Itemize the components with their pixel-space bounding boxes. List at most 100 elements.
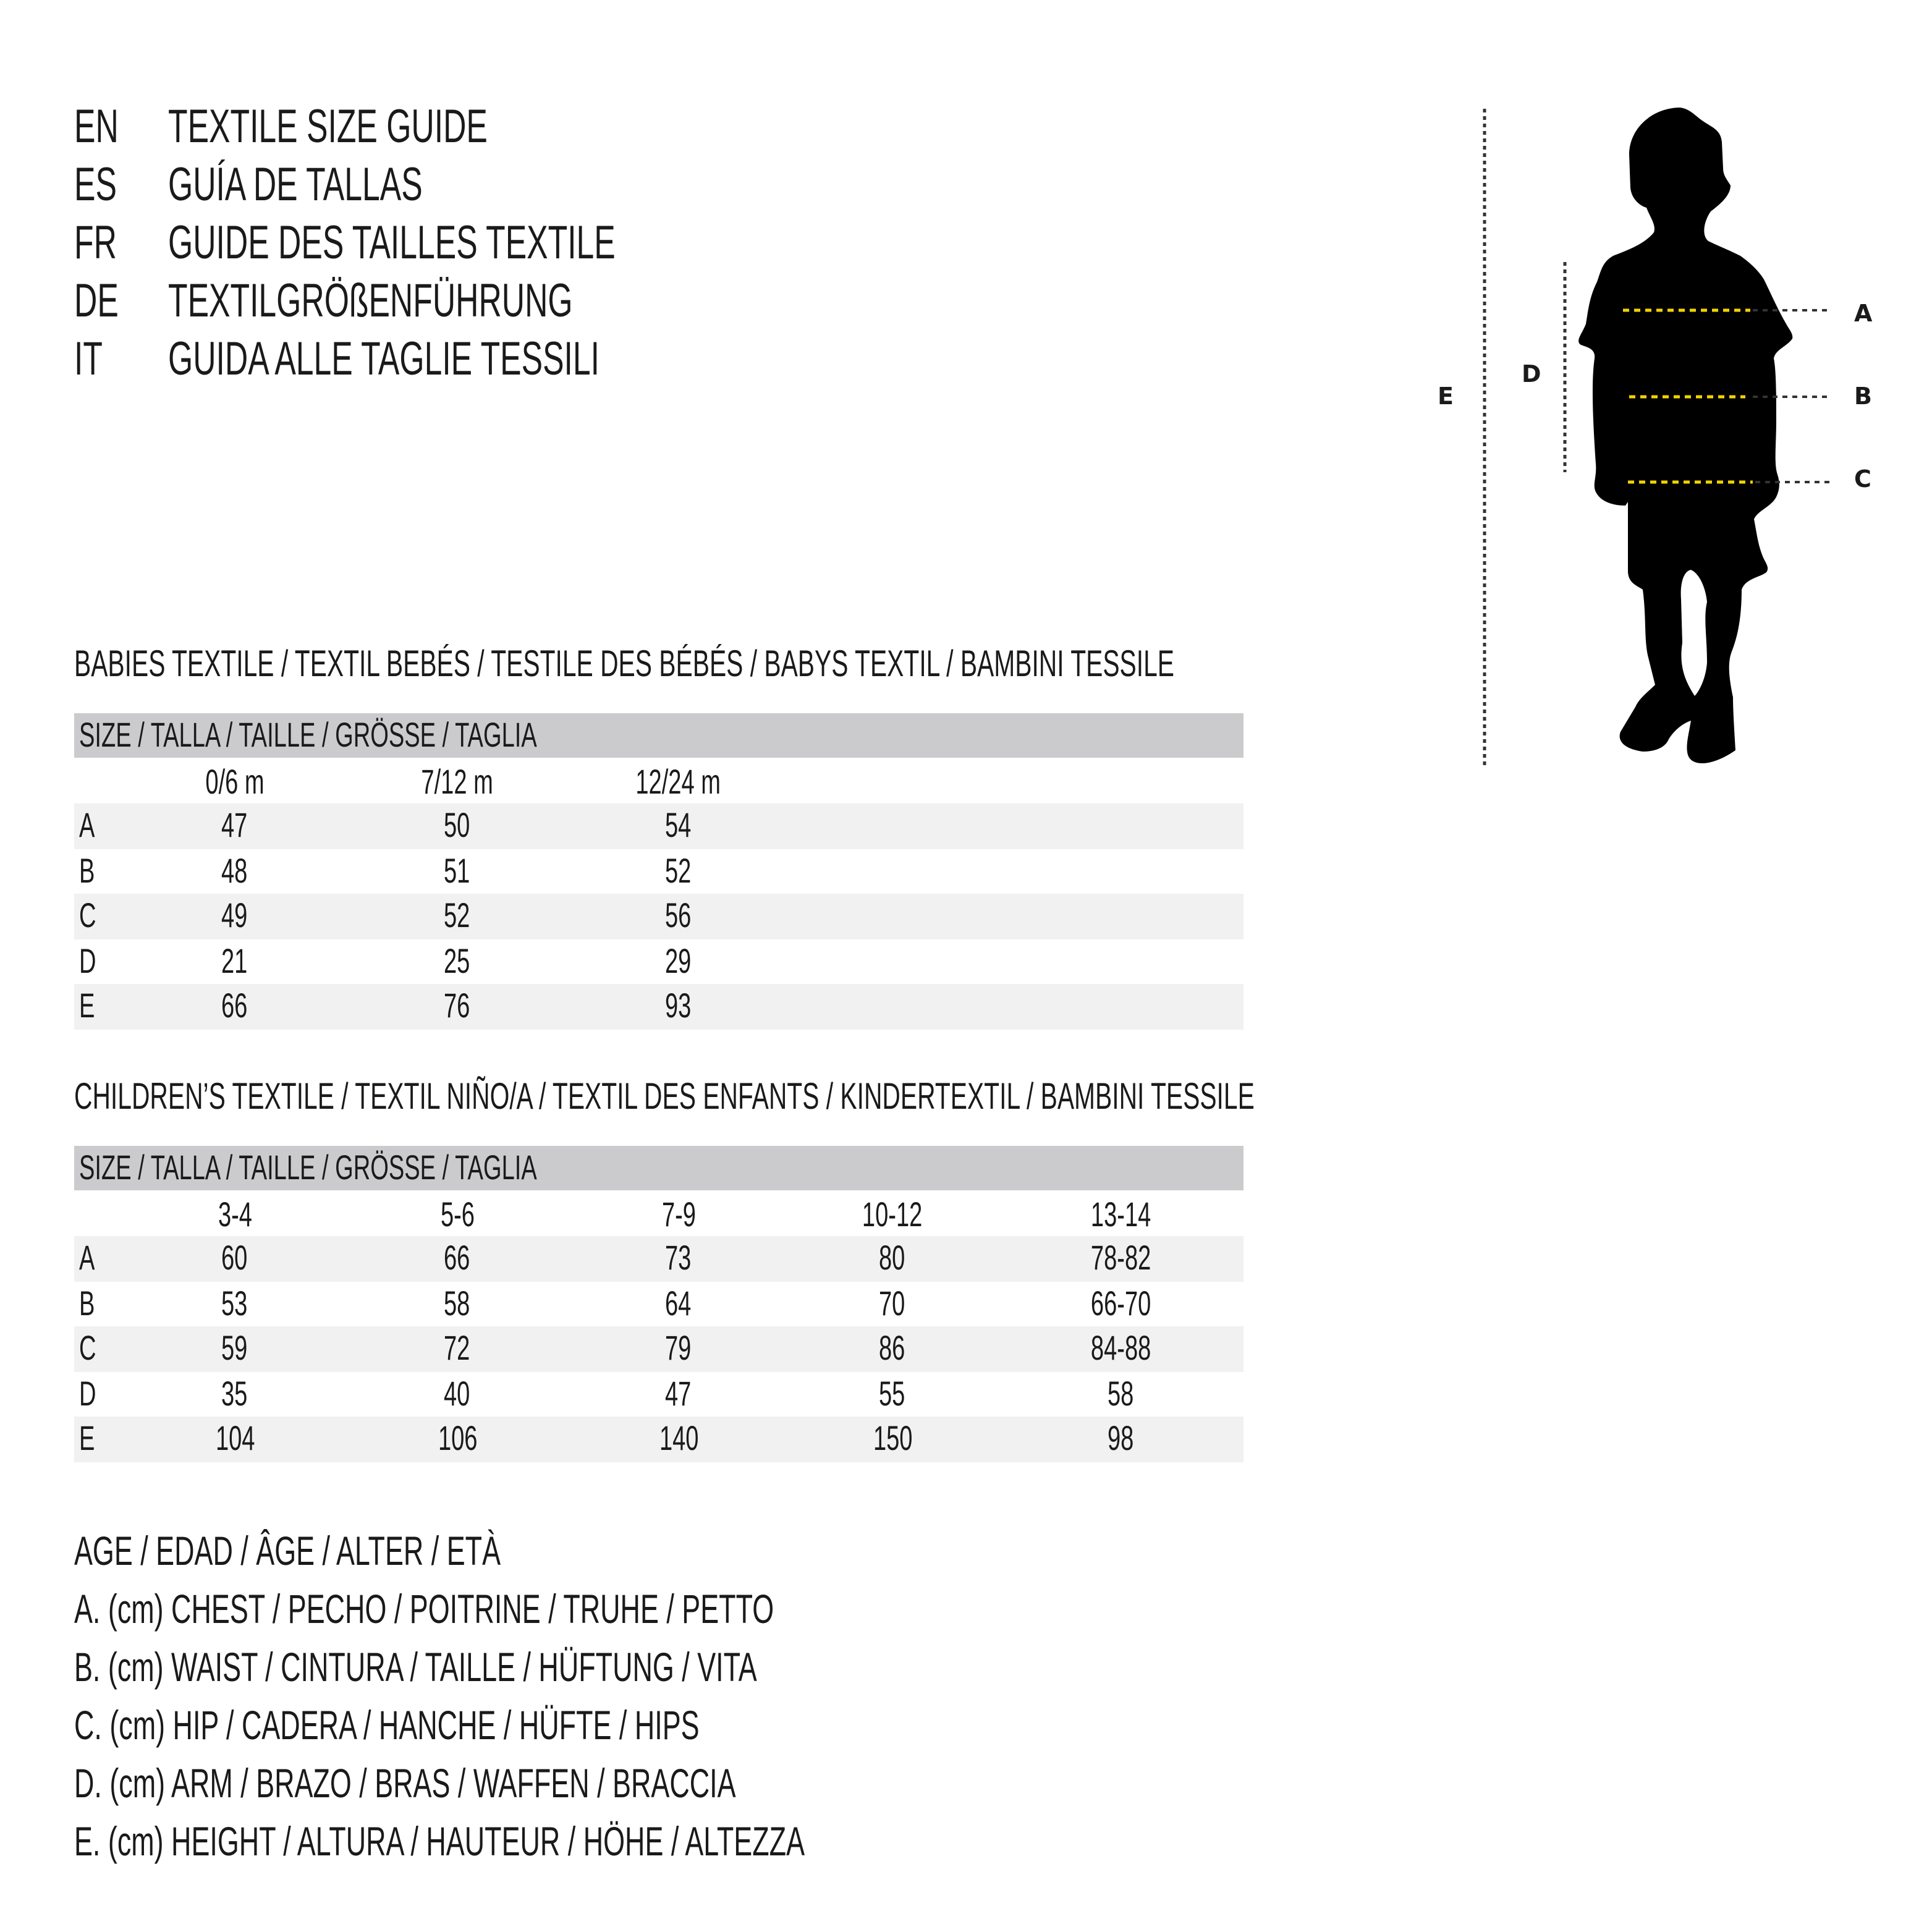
table-cell: 76	[358, 988, 556, 1025]
table-cell-text: 93	[665, 986, 692, 1025]
row-label: E	[79, 988, 102, 1025]
lang-code-it: IT	[74, 334, 103, 386]
table-cell: 55	[794, 1374, 991, 1413]
table-cell: 60	[136, 1239, 334, 1277]
table-cell: 80	[794, 1239, 991, 1277]
children-heading: CHILDREN’S TEXTILE / TEXTIL NIÑO/A / TEX…	[74, 1077, 1255, 1117]
table-cell: 35	[136, 1375, 334, 1413]
lang-code-de: DE	[74, 276, 119, 328]
table-cell-text: 104	[215, 1419, 255, 1458]
row-label: D	[79, 1374, 104, 1413]
table-cell: 48	[136, 852, 334, 889]
table-cell-text: 50	[444, 806, 471, 844]
table-cell: 25	[358, 943, 556, 980]
row-label-text: E	[79, 1419, 95, 1458]
table-cell: 84-88	[1022, 1329, 1220, 1367]
table-cell-text: 52	[665, 851, 692, 890]
legend-a-chest: A. (cm) CHEST / PECHO / POITRINE / TRUHE…	[74, 1586, 774, 1632]
table-cell: 29	[580, 943, 777, 980]
table-cell-text: 78-82	[1091, 1239, 1151, 1277]
table-row: C 59 72 79 86 84-88	[74, 1326, 1244, 1372]
row-label-text: B	[79, 1284, 95, 1323]
row-label-text: A	[79, 806, 95, 844]
table-cell-text: 56	[665, 896, 692, 935]
table-cell-text: 40	[444, 1374, 471, 1413]
table-cell-text: 55	[879, 1374, 906, 1413]
table-cell: 104	[136, 1419, 334, 1458]
size-header-bar: SIZE / TALLA / TAILLE / GRÖSSE / TAGLIA	[74, 713, 1244, 758]
table-cell: 78-82	[1022, 1239, 1220, 1277]
table-cell-text: 52	[444, 896, 471, 935]
row-label: A	[79, 1239, 102, 1277]
table-cell-text: 86	[879, 1329, 906, 1368]
label-a: A	[1854, 300, 1873, 327]
size-header-bar: SIZE / TALLA / TAILLE / GRÖSSE / TAGLIA	[74, 1146, 1244, 1190]
table-cell: 58	[1022, 1374, 1220, 1413]
lang-code-es: ES	[74, 159, 117, 211]
lang-code-fr: FR	[74, 218, 117, 269]
child-silhouette-icon	[1578, 108, 1793, 763]
row-label: A	[79, 807, 102, 844]
table-row: A 47 50 54	[74, 803, 1244, 849]
table-cell-text: 79	[665, 1329, 692, 1368]
column-header-row: 0/6 m 7/12 m 12/24 m	[74, 760, 1244, 802]
legend-c-hip: C. (cm) HIP / CADERA / HANCHE / HÜFTE / …	[74, 1702, 700, 1748]
table-cell: 150	[794, 1419, 991, 1458]
table-cell-text: 70	[879, 1284, 906, 1323]
table-cell-text: 53	[221, 1284, 248, 1323]
legend-d-arm: D. (cm) ARM / BRAZO / BRAS / WAFFEN / BR…	[74, 1760, 736, 1806]
column-header-text: 3-4	[218, 1195, 252, 1234]
table-cell-text: 66	[221, 986, 248, 1025]
table-cell: 93	[580, 988, 777, 1025]
table-cell: 98	[1022, 1419, 1220, 1458]
table-cell-text: 140	[659, 1419, 698, 1458]
row-label: B	[79, 852, 102, 889]
table-cell-text: 47	[221, 806, 248, 844]
table-cell-text: 51	[444, 851, 471, 890]
row-label-text: D	[79, 1374, 96, 1413]
table-cell: 70	[794, 1284, 991, 1323]
label-b: B	[1854, 383, 1872, 410]
table-cell-text: 25	[444, 941, 471, 980]
table-cell-text: 80	[879, 1239, 906, 1277]
table-cell-text: 59	[221, 1329, 248, 1368]
title-de: TEXTILGRÖßENFÜHRUNG	[168, 276, 573, 328]
table-cell: 52	[580, 852, 777, 889]
title-en: TEXTILE SIZE GUIDE	[168, 101, 488, 153]
table-cell: 140	[580, 1419, 777, 1458]
table-cell-text: 66-70	[1091, 1284, 1151, 1323]
title-es: GUÍA DE TALLAS	[168, 159, 423, 211]
table-cell-text: 49	[221, 896, 248, 935]
row-label-text: B	[79, 851, 95, 890]
column-header: 7-9	[580, 1195, 777, 1234]
lang-code-en: EN	[74, 101, 119, 153]
row-label-text: C	[79, 1329, 96, 1368]
column-header: 13-14	[1022, 1196, 1220, 1234]
column-header-text: 7-9	[661, 1195, 696, 1234]
table-cell: 73	[580, 1239, 777, 1277]
table-cell-text: 60	[221, 1239, 248, 1277]
table-cell: 52	[358, 897, 556, 934]
column-header: 7/12 m	[358, 763, 556, 801]
table-row: B 53 58 64 70 66-70	[74, 1281, 1244, 1326]
table-row: B 48 51 52	[74, 849, 1244, 894]
table-row: D 21 25 29	[74, 939, 1244, 985]
column-header-text: 7/12 m	[421, 763, 494, 801]
table-cell-text: 106	[438, 1419, 477, 1458]
label-e: E	[1438, 383, 1454, 410]
column-header-text: 5-6	[440, 1195, 475, 1234]
table-cell-text: 72	[444, 1329, 471, 1368]
size-header-label: SIZE / TALLA / TAILLE / GRÖSSE / TAGLIA	[79, 716, 537, 754]
table-cell: 53	[136, 1284, 334, 1323]
table-row: E 66 76 93	[74, 984, 1244, 1030]
table-cell-text: 98	[1108, 1419, 1135, 1458]
table-cell-text: 150	[873, 1419, 912, 1458]
column-header: 0/6 m	[136, 763, 334, 801]
size-header-label: SIZE / TALLA / TAILLE / GRÖSSE / TAGLIA	[79, 1148, 537, 1187]
row-label: C	[79, 1329, 104, 1368]
table-row: D 35 40 47 55 58	[74, 1372, 1244, 1417]
table-row: E 104 106 140 150 98	[74, 1417, 1244, 1462]
table-cell: 86	[794, 1329, 991, 1368]
table-cell-text: 58	[1108, 1374, 1135, 1413]
